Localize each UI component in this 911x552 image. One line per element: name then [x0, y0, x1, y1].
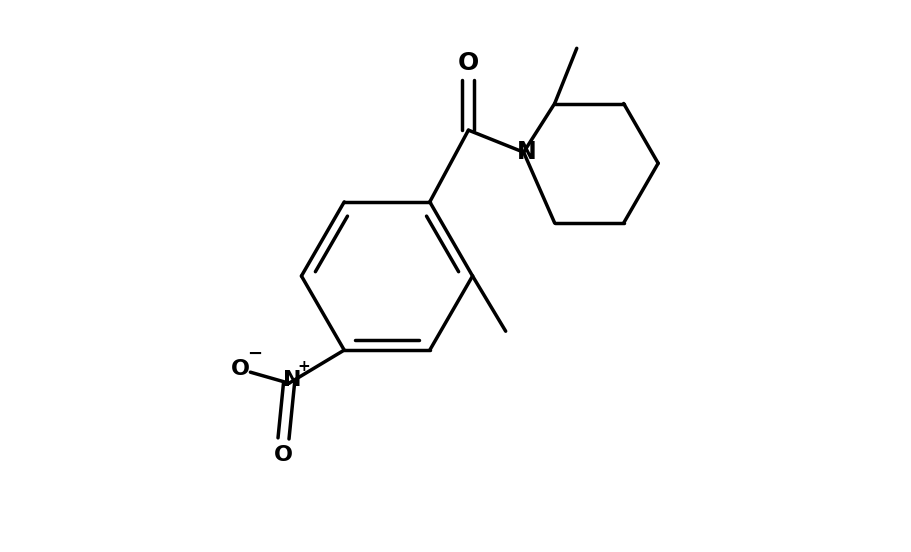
- Text: N: N: [282, 370, 301, 390]
- Text: O: O: [230, 359, 250, 379]
- Text: −: −: [248, 346, 262, 363]
- Text: O: O: [273, 445, 292, 465]
- Text: O: O: [457, 51, 478, 75]
- Text: N: N: [516, 140, 536, 164]
- Text: +: +: [297, 359, 310, 374]
